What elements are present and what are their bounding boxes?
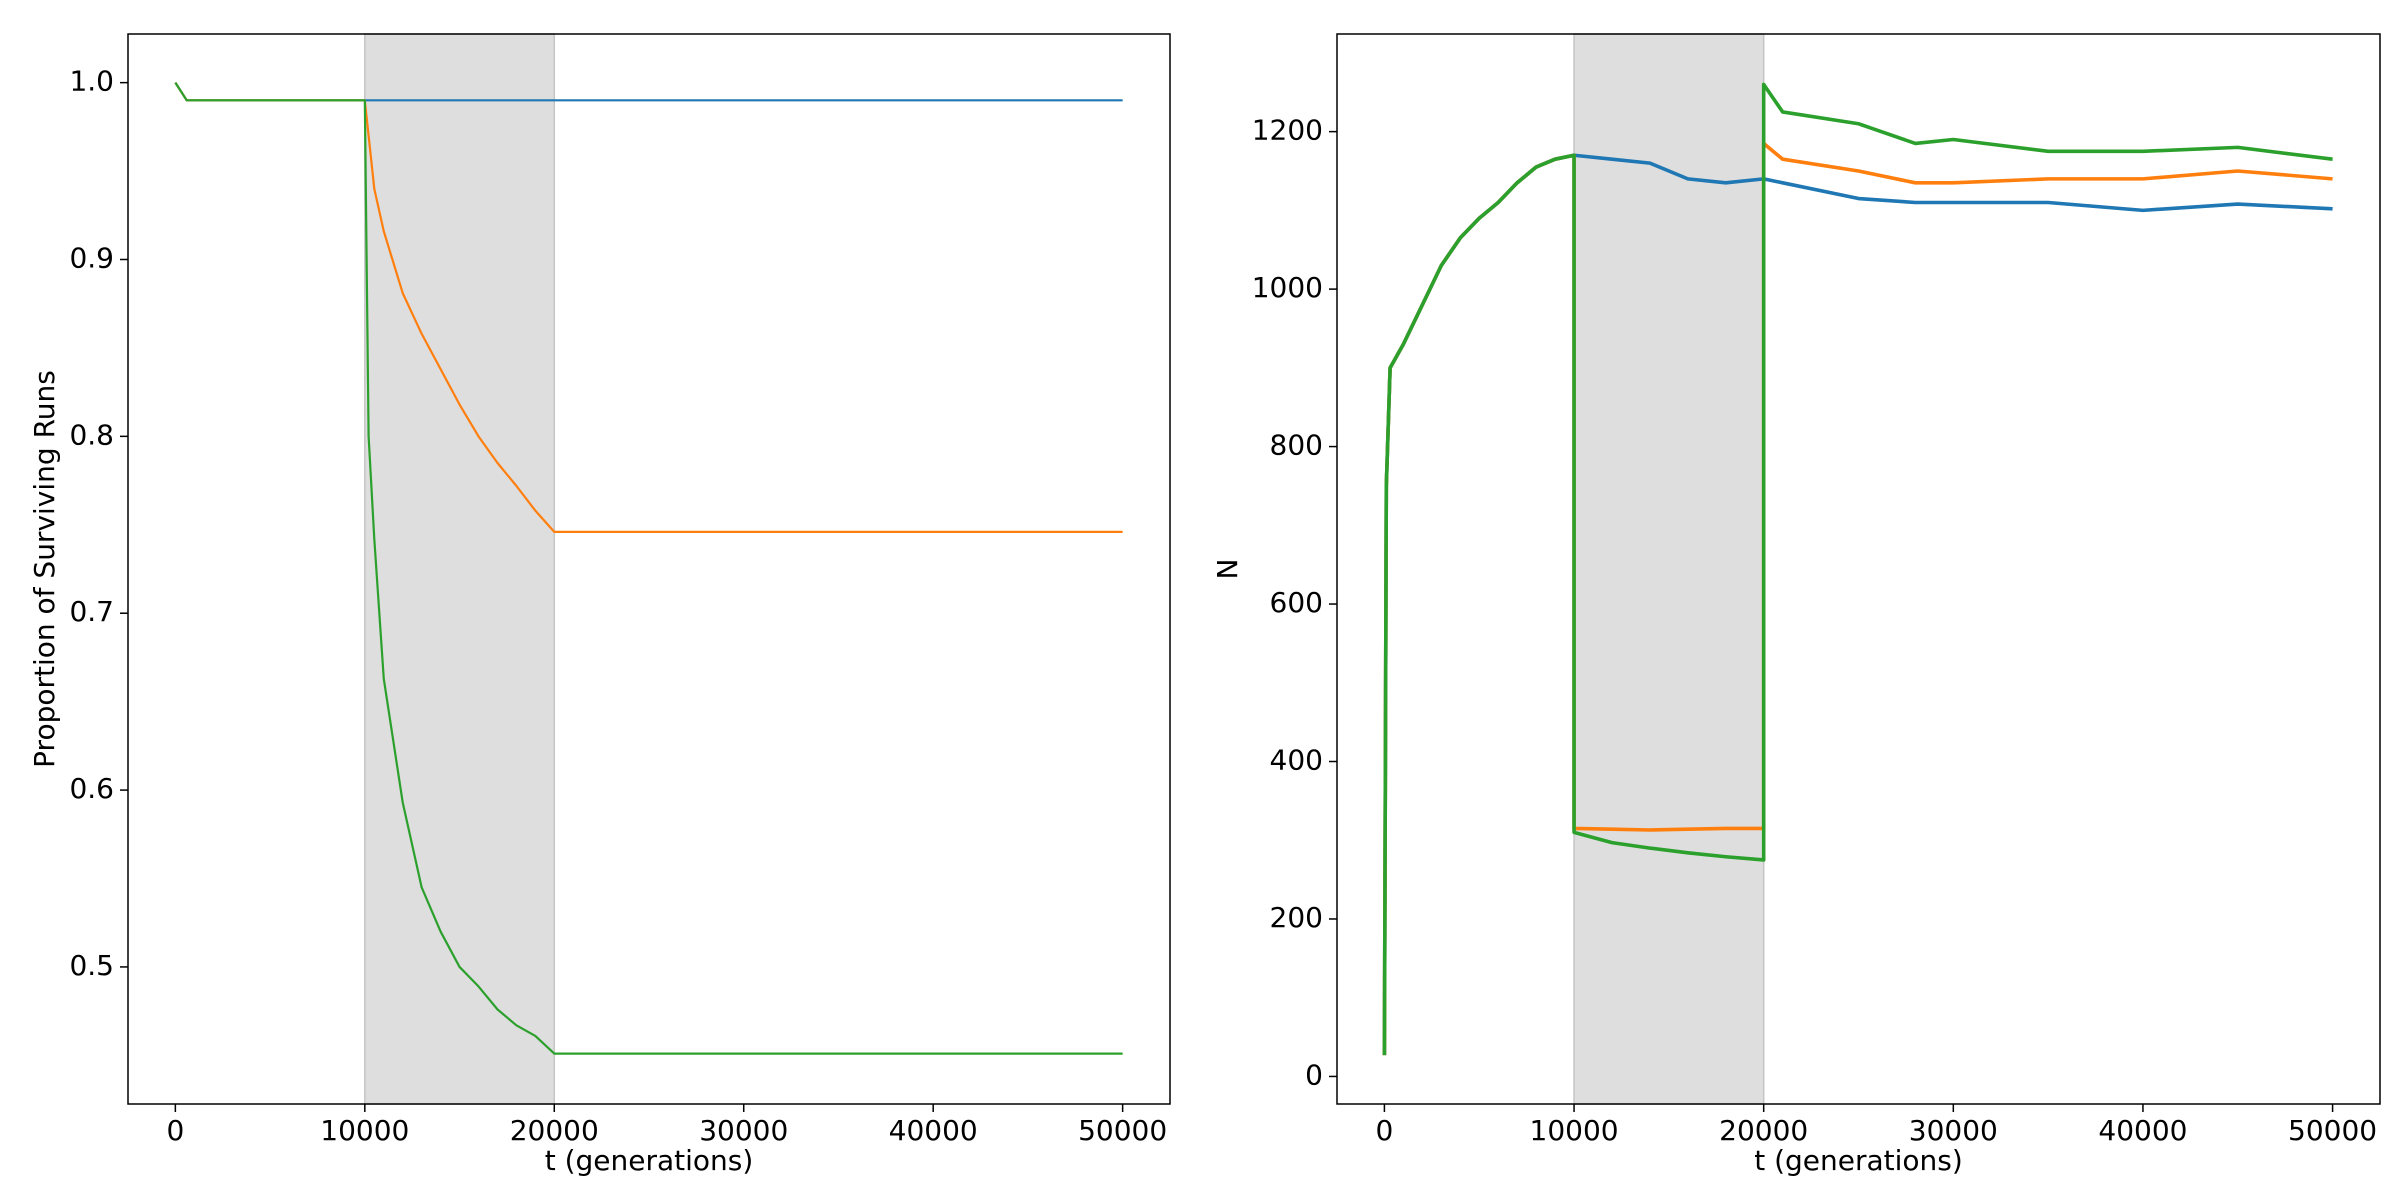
y-tick-label: 600: [1270, 586, 1323, 619]
y-tick-label: 0.8: [69, 418, 114, 451]
x-tick-label: 40000: [2098, 1114, 2187, 1147]
axes-frame: [1336, 33, 2381, 1105]
x-axis-label: t (generations): [1754, 1144, 1963, 1177]
series-line: [1382, 141, 2333, 1056]
series-line: [1382, 153, 2333, 1056]
y-tick-label: 1200: [1252, 114, 1323, 147]
x-tick-label: 30000: [699, 1114, 788, 1147]
x-tick-label: 0: [1375, 1114, 1393, 1147]
y-tick-label: 0.5: [69, 949, 114, 982]
y-axis-label: N: [1211, 559, 1244, 580]
y-tick-label: 400: [1270, 744, 1323, 777]
y-tick-label: 1000: [1252, 271, 1323, 304]
x-tick-label: 50000: [2288, 1114, 2377, 1147]
y-tick-label: 1.0: [69, 65, 114, 98]
series-line: [174, 82, 1123, 102]
shaded-span: [364, 33, 556, 1105]
x-tick-label: 40000: [889, 1114, 978, 1147]
y-axis-label: Proportion of Surviving Runs: [28, 370, 61, 768]
x-tick-label: 10000: [320, 1114, 409, 1147]
y-tick-label: 0.9: [69, 241, 114, 274]
y-tick-label: 0.6: [69, 772, 114, 805]
y-tick-label: 0: [1305, 1058, 1323, 1091]
series-line: [1382, 82, 2333, 1056]
x-tick-label: 20000: [1719, 1114, 1808, 1147]
y-tick-label: 0.7: [69, 595, 114, 628]
y-tick-label: 800: [1270, 429, 1323, 462]
x-tick-label: 0: [166, 1114, 184, 1147]
axes-frame: [127, 33, 1171, 1105]
x-axis-label: t (generations): [545, 1144, 754, 1177]
shaded-span: [1573, 33, 1765, 1105]
series-line: [174, 82, 1123, 1055]
y-tick-label: 200: [1270, 901, 1323, 934]
x-tick-label: 20000: [510, 1114, 599, 1147]
x-tick-label: 50000: [1078, 1114, 1167, 1147]
x-tick-label: 30000: [1909, 1114, 1998, 1147]
x-tick-label: 10000: [1530, 1114, 1619, 1147]
series-line: [174, 82, 1123, 533]
